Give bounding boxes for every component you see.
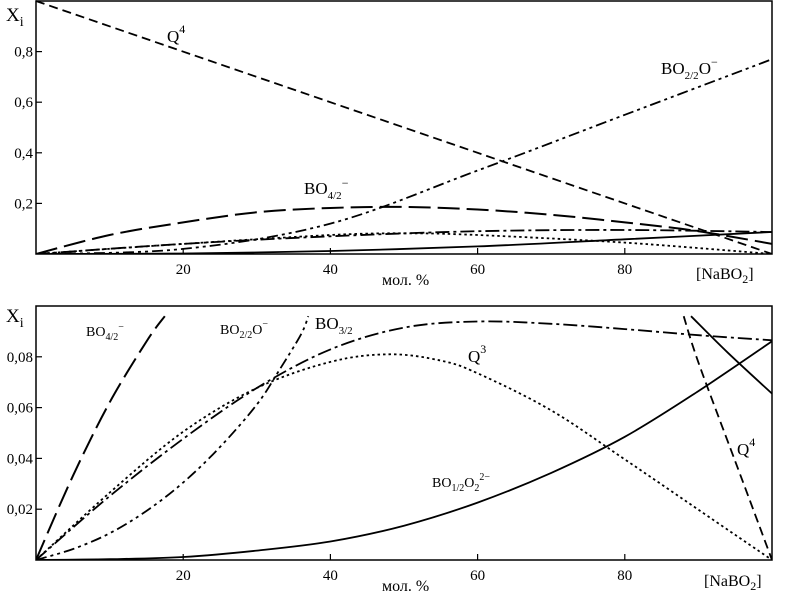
top-y-tick-label: 0,4 <box>14 146 33 162</box>
top-series-bo1-2o2-2-line <box>36 231 772 254</box>
bottom-y-axis-label: Xi <box>6 306 24 331</box>
bottom-x-tick-label: 60 <box>470 568 485 584</box>
bottom-x-axis-label: мол. % <box>382 578 429 594</box>
bottom-bo42-label: BO4/2− <box>86 322 124 343</box>
top-y-tick-label: 0,8 <box>14 45 33 61</box>
bottom-plot-frame <box>35 305 773 561</box>
bottom-y-tick-label: 0,06 <box>7 401 34 417</box>
top-ticks: 20 40 60 80 0,2 0,4 0,6 0,8 <box>14 45 632 278</box>
top-x-tick-label: 80 <box>617 262 632 278</box>
bottom-series-bo1-2o2-2-line <box>36 340 772 560</box>
bottom-series-q4-line <box>682 315 772 560</box>
bottom-q4-label: Q4 <box>737 435 755 459</box>
top-x-tick-label: 40 <box>323 262 338 278</box>
bottom-series-q3-line <box>36 353 772 560</box>
bottom-q3-label: Q3 <box>468 342 486 366</box>
top-x-unit-label: [NaBO2] <box>696 266 754 286</box>
top-y-tick-label: 0,2 <box>14 196 33 212</box>
bottom-bo22o-label: BO2/2O− <box>220 319 268 341</box>
bottom-bo12o2-label: BO1/2O22− <box>432 472 490 494</box>
top-bo42-label: BO4/2− <box>304 176 349 202</box>
bottom-y-tick-label: 0,04 <box>7 451 34 467</box>
top-series-bo4-2-line <box>36 205 772 254</box>
bottom-series-bo3-2-line <box>36 320 772 560</box>
top-x-tick-label: 20 <box>176 262 191 278</box>
bottom-y-tick-label: 0,08 <box>7 350 33 366</box>
top-series-q3-line <box>36 232 772 254</box>
bottom-series-bo4-2-line <box>36 315 166 560</box>
bottom-x-tick-label: 80 <box>617 568 632 584</box>
bottom-series-lines <box>36 315 772 560</box>
bottom-bo32-label: BO3/2 <box>315 314 353 337</box>
bottom-x-tick-label: 40 <box>323 568 338 584</box>
bottom-series-bo2-2o-line <box>36 315 310 560</box>
top-x-axis-label: мол. % <box>382 272 429 289</box>
bottom-series-curve-6-line <box>690 315 772 395</box>
top-panel: 20 40 60 80 0,2 0,4 0,6 0,8 Xi мол. % [NaBO2] Q… <box>6 0 773 289</box>
top-q4-label: Q4 <box>167 22 185 46</box>
bottom-y-tick-label: 0,02 <box>7 502 33 518</box>
bottom-ticks: 20 40 60 80 0,02 0,04 0,06 0,08 <box>7 350 633 584</box>
top-series-bo2-2o-line <box>36 58 772 254</box>
top-series-lines <box>36 0 772 254</box>
top-series-q4-line <box>36 0 772 254</box>
top-x-tick-label: 60 <box>470 262 485 278</box>
top-plot-frame <box>35 0 773 255</box>
top-bo22o-label: BO2/2O− <box>661 55 718 82</box>
bottom-x-tick-label: 20 <box>176 568 191 584</box>
top-y-axis-label: Xi <box>6 5 24 30</box>
bottom-panel: 20 40 60 80 0,02 0,04 0,06 0,08 Xi мол. % [NaBO… <box>6 305 773 594</box>
bottom-x-unit-label: [NaBO2] <box>704 573 762 593</box>
top-y-tick-label: 0,6 <box>14 95 33 111</box>
